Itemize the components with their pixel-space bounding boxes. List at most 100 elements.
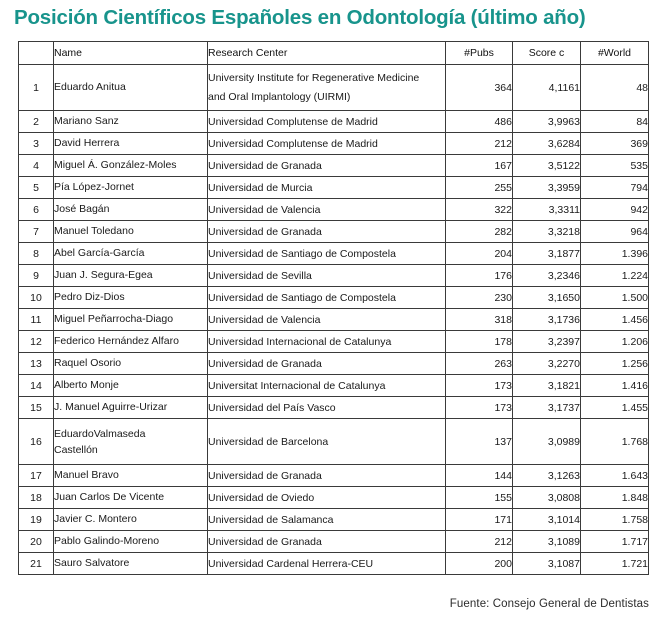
table-header: Name Research Center #Pubs Score c #Worl…	[18, 41, 649, 65]
researcher-name-justified: EduardoValmaseda Castellón	[54, 426, 207, 458]
cell-pubs-count: 200	[445, 552, 513, 575]
cell-researcher-name: Javier C. Montero	[53, 508, 208, 531]
ranking-table-container: Name Research Center #Pubs Score c #Worl…	[18, 41, 649, 575]
cell-rank-index: 3	[18, 132, 54, 155]
cell-score-c: 3,2346	[512, 264, 581, 287]
cell-research-center: Universidad de Santiago de Compostela	[207, 242, 446, 265]
cell-world-rank: 1.416	[580, 374, 649, 397]
cell-research-center: Universidad de Sevilla	[207, 264, 446, 287]
table-row: 2 Mariano Sanz Universidad Complutense de …	[18, 110, 649, 133]
cell-researcher-name: Miguel Á. González-Moles	[53, 154, 208, 177]
cell-pubs-count: 486	[445, 110, 513, 133]
cell-pubs-count: 144	[445, 464, 513, 487]
cell-score-c: 3,1737	[512, 396, 581, 419]
cell-researcher-name: Pía López-Jornet	[53, 176, 208, 199]
table-row: 19 Javier C. Montero Universidad de Salama…	[18, 508, 649, 531]
cell-researcher-name: Federico Hernández Alfaro	[53, 330, 208, 353]
source-note: Fuente: Consejo General de Dentistas	[449, 598, 649, 610]
cell-rank-index: 19	[18, 508, 54, 531]
table-row: 20 Pablo Galindo-Moreno Universidad de Gra…	[18, 530, 649, 553]
cell-research-center: Universidad de Murcia	[207, 176, 446, 199]
cell-world-rank: 1.721	[580, 552, 649, 575]
cell-rank-index: 11	[18, 308, 54, 331]
cell-pubs-count: 173	[445, 374, 513, 397]
cell-world-rank: 48	[580, 64, 649, 111]
cell-researcher-name: Pablo Galindo-Moreno	[53, 530, 208, 553]
cell-score-c: 3,3959	[512, 176, 581, 199]
table-body: 1 Eduardo Anitua University Institute for …	[18, 64, 649, 575]
researcher-name-part-1: Eduardo	[54, 427, 94, 440]
cell-research-center: University Institute for Regenerative Me…	[207, 64, 446, 111]
cell-world-rank: 794	[580, 176, 649, 199]
column-header-score: Score c	[512, 41, 581, 65]
cell-pubs-count: 230	[445, 286, 513, 309]
cell-researcher-name: Juan Carlos De Vicente	[53, 486, 208, 509]
table-row: 14 Alberto Monje Universitat Internacional…	[18, 374, 649, 397]
cell-rank-index: 18	[18, 486, 54, 509]
research-center-line-1: University Institute for Regenerative Me…	[208, 71, 420, 84]
cell-rank-index: 14	[18, 374, 54, 397]
cell-rank-index: 13	[18, 352, 54, 375]
researcher-name-part-3: Castellón	[54, 443, 98, 456]
cell-researcher-name: David Herrera	[53, 132, 208, 155]
cell-researcher-name: Alberto Monje	[53, 374, 208, 397]
column-header-pubs: #Pubs	[445, 41, 513, 65]
cell-score-c: 3,1089	[512, 530, 581, 553]
cell-rank-index: 17	[18, 464, 54, 487]
cell-rank-index: 20	[18, 530, 54, 553]
cell-score-c: 3,2397	[512, 330, 581, 353]
cell-pubs-count: 282	[445, 220, 513, 243]
table-row: 5 Pía López-Jornet Universidad de Murcia 25…	[18, 176, 649, 199]
table-row: 6 José Bagán Universidad de Valencia 322 3,3…	[18, 198, 649, 221]
cell-rank-index: 5	[18, 176, 54, 199]
table-row: 21 Sauro Salvatore Universidad Cardenal He…	[18, 552, 649, 575]
cell-research-center: Universidad de Valencia	[207, 198, 446, 221]
cell-pubs-count: 255	[445, 176, 513, 199]
cell-world-rank: 942	[580, 198, 649, 221]
cell-pubs-count: 263	[445, 352, 513, 375]
cell-world-rank: 1.456	[580, 308, 649, 331]
table-row: 8 Abel García-García Universidad de Santia…	[18, 242, 649, 265]
cell-score-c: 3,1650	[512, 286, 581, 309]
column-header-research-center: Research Center	[207, 41, 446, 65]
cell-score-c: 3,1736	[512, 308, 581, 331]
cell-rank-index: 12	[18, 330, 54, 353]
cell-research-center: Universidad Internacional de Catalunya	[207, 330, 446, 353]
cell-research-center: Universidad de Santiago de Compostela	[207, 286, 446, 309]
cell-researcher-name: Abel García-García	[53, 242, 208, 265]
cell-score-c: 3,1821	[512, 374, 581, 397]
cell-score-c: 3,5122	[512, 154, 581, 177]
research-center-line-2: and Oral Implantology (UIRMI)	[208, 90, 351, 103]
cell-researcher-name: J. Manuel Aguirre-Urizar	[53, 396, 208, 419]
table-row: 15 J. Manuel Aguirre-Urizar Universidad de…	[18, 396, 649, 419]
table-row: 11 Miguel Peñarrocha-Diago Universidad de …	[18, 308, 649, 331]
cell-score-c: 3,2270	[512, 352, 581, 375]
cell-research-center: Universidad de Granada	[207, 352, 446, 375]
cell-score-c: 3,9963	[512, 110, 581, 133]
column-header-index	[18, 41, 54, 65]
cell-researcher-name: Manuel Bravo	[53, 464, 208, 487]
cell-world-rank: 1.758	[580, 508, 649, 531]
cell-rank-index: 1	[18, 64, 54, 111]
cell-researcher-name: Raquel Osorio	[53, 352, 208, 375]
cell-score-c: 3,6284	[512, 132, 581, 155]
cell-pubs-count: 171	[445, 508, 513, 531]
table-row: 4 Miguel Á. González-Moles Universidad de …	[18, 154, 649, 177]
cell-research-center: Universidad de Salamanca	[207, 508, 446, 531]
table-row: 7 Manuel Toledano Universidad de Granada 28…	[18, 220, 649, 243]
cell-pubs-count: 364	[445, 64, 513, 111]
cell-researcher-name: José Bagán	[53, 198, 208, 221]
cell-rank-index: 10	[18, 286, 54, 309]
cell-research-center: Universidad del País Vasco	[207, 396, 446, 419]
cell-research-center: Universidad de Valencia	[207, 308, 446, 331]
cell-research-center: Universidad Cardenal Herrera-CEU	[207, 552, 446, 575]
cell-world-rank: 1.455	[580, 396, 649, 419]
cell-world-rank: 1.256	[580, 352, 649, 375]
cell-research-center: Universidad Complutense de Madrid	[207, 132, 446, 155]
cell-world-rank: 1.717	[580, 530, 649, 553]
cell-researcher-name: Mariano Sanz	[53, 110, 208, 133]
cell-pubs-count: 212	[445, 530, 513, 553]
cell-research-center: Universidad de Granada	[207, 530, 446, 553]
table-row: 18 Juan Carlos De Vicente Universidad de O…	[18, 486, 649, 509]
